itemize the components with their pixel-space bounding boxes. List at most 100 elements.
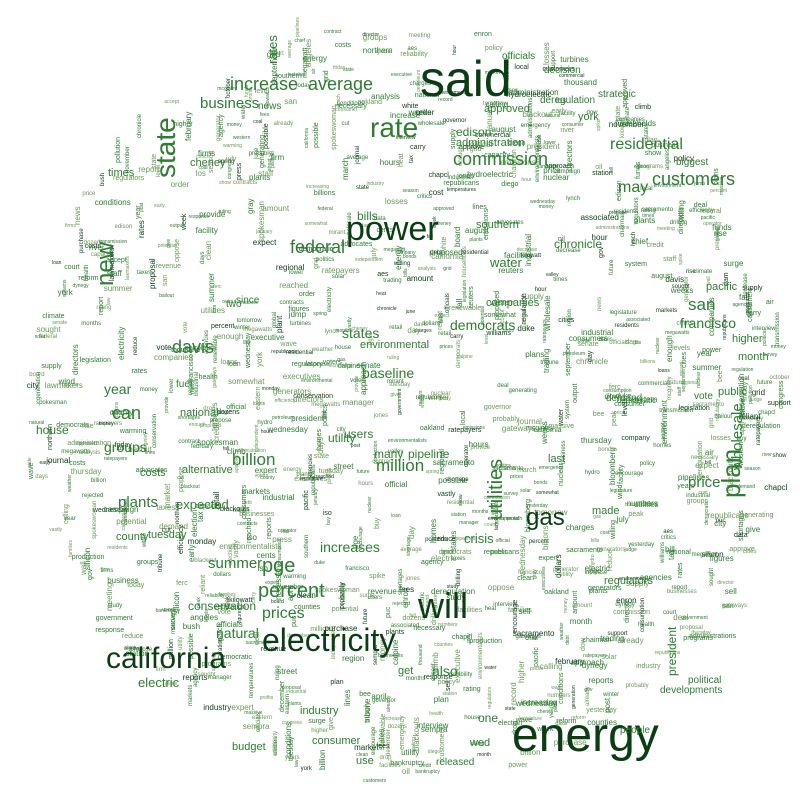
- filler-word: sought: [671, 283, 690, 290]
- filler-word: climb: [634, 104, 652, 112]
- filler-word: rise: [82, 422, 94, 430]
- filler-word: potential: [331, 606, 359, 613]
- filler-word: political: [465, 140, 493, 150]
- filler-word: heat: [484, 605, 497, 612]
- filler-word: tax: [408, 155, 415, 164]
- filler-word: probably: [338, 582, 346, 609]
- filler-word: duke: [314, 560, 326, 566]
- filler-word: wednesday: [267, 425, 308, 435]
- filler-word: environment: [653, 183, 682, 190]
- filler-word: carry: [410, 143, 426, 151]
- filler-word: oil: [557, 236, 565, 244]
- filler-word: buy: [374, 517, 382, 529]
- word-developments: developments: [660, 685, 723, 696]
- filler-word: angeles: [190, 613, 219, 623]
- filler-word: response: [188, 214, 210, 221]
- filler-word: mcginley: [526, 424, 554, 432]
- word-edison: edison: [456, 125, 492, 139]
- filler-word: oakland: [419, 425, 445, 433]
- filler-word: proposed: [429, 248, 463, 258]
- filler-word: conservation: [293, 393, 333, 400]
- filler-word: plants: [287, 701, 302, 708]
- filler-word: generating: [508, 388, 537, 395]
- filler-word: commercial: [638, 381, 669, 388]
- filler-word: state: [504, 706, 516, 713]
- filler-word: air: [765, 298, 774, 306]
- filler-word: environmentalists: [219, 541, 282, 551]
- filler-word: lynch: [324, 328, 339, 335]
- filler-word: calpine: [456, 353, 473, 360]
- filler-word: grid: [443, 265, 452, 272]
- filler-word: agency: [218, 113, 226, 137]
- filler-word: drilling: [455, 568, 462, 586]
- filler-word: weeks: [408, 108, 432, 118]
- word-francisco: francisco: [680, 315, 737, 331]
- filler-word: president: [291, 413, 325, 423]
- filler-word: commercial: [558, 72, 585, 79]
- filler-word: nuclear: [655, 337, 662, 354]
- filler-word: generators: [596, 546, 626, 553]
- filler-word: gov: [86, 568, 94, 580]
- filler-word: mirant: [328, 230, 346, 236]
- filler-word: lines: [472, 204, 487, 212]
- filler-word: chief: [525, 635, 538, 642]
- word-industry: industry: [300, 705, 339, 717]
- filler-word: los: [195, 168, 206, 178]
- filler-word: today: [438, 395, 451, 402]
- filler-word: democrats: [438, 549, 472, 557]
- filler-word: future: [356, 469, 370, 476]
- filler-word: fees: [259, 111, 270, 118]
- filler-word: city: [714, 519, 727, 529]
- filler-word: calling: [539, 662, 563, 672]
- filler-word: generating: [259, 135, 267, 169]
- filler-word: somewhat: [536, 489, 559, 496]
- filler-word: dam: [360, 223, 371, 230]
- filler-word: lower: [544, 140, 556, 147]
- filler-word: spokeswoman: [330, 105, 338, 150]
- filler-word: republicans: [483, 549, 520, 556]
- filler-word: thousand: [417, 644, 424, 665]
- filler-word: facilities: [457, 607, 483, 615]
- filler-word: environment: [619, 576, 647, 583]
- filler-word: amount: [406, 273, 434, 283]
- filler-word: approach: [501, 516, 523, 523]
- filler-word: businesses: [378, 653, 404, 660]
- filler-word: today: [127, 581, 145, 589]
- filler-word: provide: [470, 444, 491, 451]
- filler-word: power: [587, 568, 602, 575]
- word-also: also: [432, 663, 458, 679]
- filler-word: street: [333, 461, 354, 471]
- filler-word: calling: [485, 100, 509, 110]
- word-can: can: [112, 403, 142, 423]
- filler-word: purchase: [324, 624, 358, 634]
- word-made: made: [592, 505, 620, 517]
- word-deregulation: deregulation: [540, 95, 596, 106]
- word-rate: rate: [370, 112, 419, 143]
- filler-word: programs: [637, 163, 664, 170]
- filler-word: megawatt: [691, 552, 718, 558]
- filler-word: calling: [63, 503, 71, 524]
- filler-word: dollars: [213, 571, 231, 578]
- filler-word: rating: [96, 305, 112, 311]
- filler-word: hydro: [257, 420, 273, 426]
- filler-word: advocates: [340, 240, 373, 248]
- filler-word: proposed: [200, 422, 221, 429]
- filler-word: ruling: [387, 354, 400, 361]
- filler-word: gateways: [721, 602, 748, 609]
- filler-word: rejected: [124, 645, 143, 652]
- filler-word: vote: [182, 321, 189, 333]
- filler-word: federal: [700, 207, 722, 215]
- filler-word: markets: [655, 308, 678, 315]
- filler-word: health: [638, 621, 655, 628]
- word-plants: plants: [118, 494, 159, 511]
- filler-word: petroleum: [184, 344, 217, 352]
- filler-word: journal: [354, 146, 361, 165]
- filler-word: lynch: [566, 196, 581, 203]
- filler-word: local: [514, 64, 529, 71]
- filler-word: generating: [740, 512, 774, 520]
- filler-word: oakland: [544, 589, 569, 597]
- filler-word: health: [429, 710, 443, 717]
- filler-word: congress: [777, 380, 785, 409]
- filler-word: cheney: [537, 708, 554, 715]
- filler-word: environmental: [301, 378, 333, 385]
